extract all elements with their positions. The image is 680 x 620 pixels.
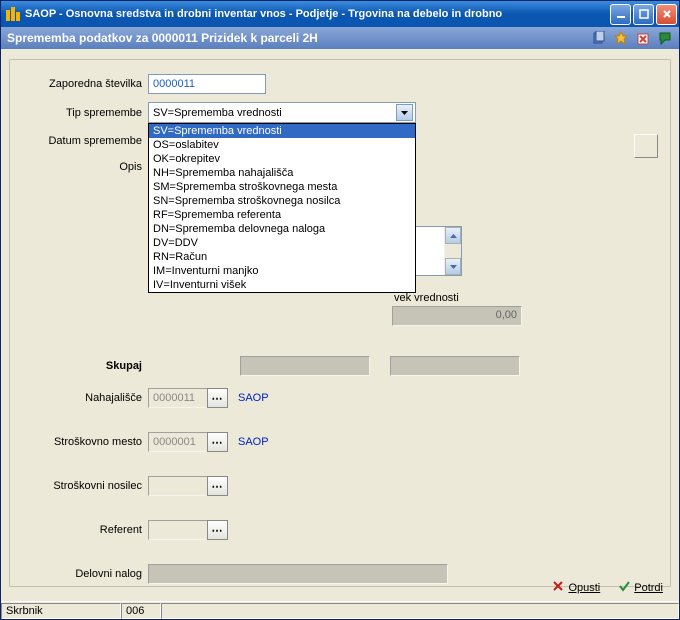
tip-combo[interactable]: SV=Sprememba vrednosti SV=Sprememba vred… <box>148 102 416 123</box>
status-code: 006 <box>121 603 161 619</box>
row-strosk-mesto: Stroškovno mesto ⋯ SAOP <box>10 432 269 452</box>
label-nahajalisce: Nahajališče <box>10 392 148 404</box>
maximize-button[interactable] <box>633 4 654 25</box>
popravek-value: 0,00 <box>392 306 522 326</box>
combo-option[interactable]: SN=Sprememba stroškovnega nosilca <box>149 194 415 208</box>
strosk-nosilec-lookup: ⋯ <box>148 476 228 496</box>
row-delovni-nalog: Delovni nalog <box>10 564 448 584</box>
label-tip: Tip spremembe <box>10 107 148 119</box>
combo-dropdown-button[interactable] <box>396 104 413 121</box>
combo-option[interactable]: RN=Račun <box>149 250 415 264</box>
combo-option[interactable]: DN=Sprememba delovnega naloga <box>149 222 415 236</box>
raised-decoration <box>634 134 658 158</box>
delovni-nalog-box <box>148 564 448 584</box>
label-strosk-mesto: Stroškovno mesto <box>10 436 148 448</box>
combo-option[interactable]: OS=oslabitev <box>149 138 415 152</box>
copy-icon[interactable] <box>591 30 607 46</box>
row-nahajalisce: Nahajališče ⋯ SAOP <box>10 388 269 408</box>
combo-option[interactable]: OK=okrepitev <box>149 152 415 166</box>
strosk-mesto-input[interactable] <box>148 432 208 452</box>
row-tip: Tip spremembe SV=Sprememba vrednosti SV=… <box>10 102 658 123</box>
strosk-mesto-lookup: ⋯ SAOP <box>148 432 269 452</box>
label-referent: Referent <box>10 524 148 536</box>
opusti-label: Opusti <box>568 582 600 594</box>
scroll-down-button[interactable] <box>445 258 461 275</box>
combo-list[interactable]: SV=Sprememba vrednostiOS=oslabitevOK=okr… <box>148 123 416 293</box>
help-icon[interactable] <box>657 30 673 46</box>
potrdi-label: Potrdi <box>634 582 663 594</box>
confirm-icon <box>618 580 630 595</box>
row-strosk-nosilec: Stroškovni nosilec ⋯ <box>10 476 228 496</box>
titlebar: SAOP - Osnovna sredstva in drobni invent… <box>1 1 679 27</box>
delete-icon[interactable] <box>635 30 651 46</box>
nahajalisce-input[interactable] <box>148 388 208 408</box>
combo-option[interactable]: IM=Inventurni manjko <box>149 264 415 278</box>
scroll-up-button[interactable] <box>445 227 461 244</box>
value-block: vek vrednosti 0,00 <box>392 292 522 326</box>
opusti-button[interactable]: Opusti <box>552 580 600 595</box>
status-user: Skrbnik <box>1 603 121 619</box>
app-window: SAOP - Osnovna sredstva in drobni invent… <box>0 0 680 620</box>
row-zaporedna: Zaporedna številka <box>10 74 658 94</box>
strosk-mesto-lookup-button[interactable]: ⋯ <box>207 432 228 452</box>
toolbar-icons <box>591 30 673 46</box>
combo-option[interactable]: SM=Sprememba stroškovnega mesta <box>149 180 415 194</box>
strosk-nosilec-lookup-button[interactable]: ⋯ <box>207 476 228 496</box>
combo-selected-text: SV=Sprememba vrednosti <box>153 107 282 119</box>
status-empty <box>161 603 679 619</box>
opis-scrollbar[interactable] <box>444 227 461 275</box>
label-popravek: vek vrednosti <box>392 292 522 304</box>
subheader: Sprememba podatkov za 0000011 Prizidek k… <box>1 27 679 49</box>
label-zaporedna: Zaporedna številka <box>10 78 148 90</box>
skupaj-box1 <box>240 356 370 376</box>
label-strosk-nosilec: Stroškovni nosilec <box>10 480 148 492</box>
row-skupaj: Skupaj <box>10 356 658 376</box>
row-referent: Referent ⋯ <box>10 520 228 540</box>
strosk-nosilec-input[interactable] <box>148 476 208 496</box>
referent-input[interactable] <box>148 520 208 540</box>
combo-option[interactable]: IV=Inventurni višek <box>149 278 415 292</box>
minimize-button[interactable] <box>610 4 631 25</box>
strosk-mesto-text: SAOP <box>238 436 269 448</box>
star-icon[interactable] <box>613 30 629 46</box>
label-datum: Datum spremembe <box>10 135 148 147</box>
combo-option[interactable]: NH=Sprememba nahajališča <box>149 166 415 180</box>
combo-option[interactable]: RF=Sprememba referenta <box>149 208 415 222</box>
combo-option[interactable]: SV=Sprememba vrednosti <box>149 124 415 138</box>
skupaj-box2 <box>390 356 520 376</box>
label-delovni-nalog: Delovni nalog <box>10 568 148 580</box>
combo-option[interactable]: DV=DDV <box>149 236 415 250</box>
cancel-icon <box>552 580 564 595</box>
zaporedna-input[interactable] <box>148 74 266 94</box>
subheader-title: Sprememba podatkov za 0000011 Prizidek k… <box>7 31 591 45</box>
combo-display[interactable]: SV=Sprememba vrednosti <box>148 102 416 123</box>
main-fieldset: Zaporedna številka Tip spremembe SV=Spre… <box>9 59 671 587</box>
potrdi-button[interactable]: Potrdi <box>618 580 663 595</box>
label-skupaj: Skupaj <box>10 360 148 372</box>
label-opis: Opis <box>10 159 148 173</box>
bottom-actions: Opusti Potrdi <box>552 580 663 595</box>
nahajalisce-text: SAOP <box>238 392 269 404</box>
nahajalisce-lookup-button[interactable]: ⋯ <box>207 388 228 408</box>
close-button[interactable] <box>656 4 677 25</box>
window-title: SAOP - Osnovna sredstva in drobni invent… <box>25 8 610 20</box>
app-icon <box>5 6 21 22</box>
window-controls <box>610 4 677 25</box>
nahajalisce-lookup: ⋯ SAOP <box>148 388 269 408</box>
referent-lookup: ⋯ <box>148 520 228 540</box>
form-content: Zaporedna številka Tip spremembe SV=Spre… <box>1 49 679 601</box>
referent-lookup-button[interactable]: ⋯ <box>207 520 228 540</box>
status-bar: Skrbnik 006 <box>1 601 679 619</box>
